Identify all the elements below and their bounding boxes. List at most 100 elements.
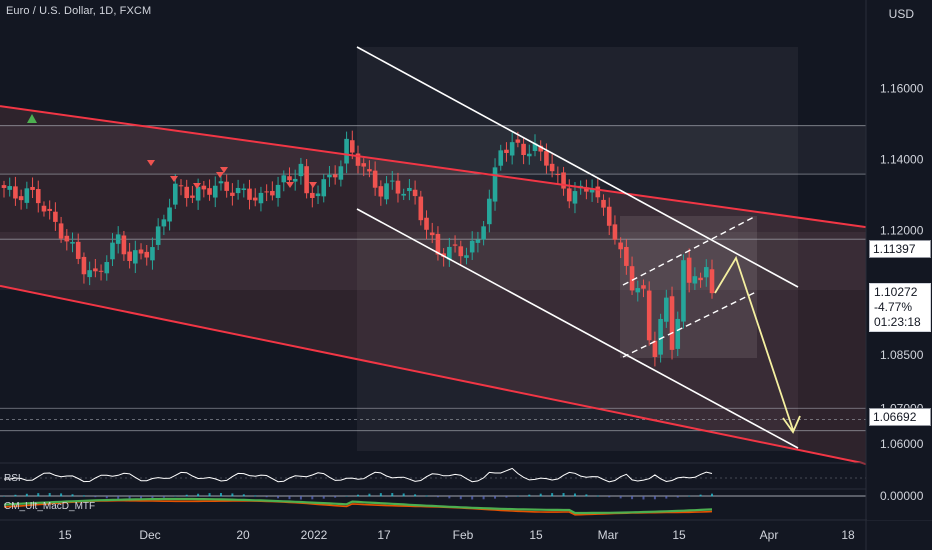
candle-body[interactable]	[549, 163, 555, 172]
candle-body[interactable]	[618, 242, 623, 250]
candle-body[interactable]	[81, 256, 87, 275]
candle-body[interactable]	[589, 189, 595, 193]
candle-body[interactable]	[641, 285, 646, 289]
candle-body[interactable]	[521, 143, 526, 156]
candle-body[interactable]	[544, 151, 549, 166]
candle-body[interactable]	[98, 270, 104, 272]
candle-body[interactable]	[332, 174, 338, 178]
candle-body[interactable]	[93, 268, 98, 272]
candle-body[interactable]	[355, 153, 361, 166]
candle-body[interactable]	[675, 318, 681, 349]
candle-body[interactable]	[13, 186, 18, 199]
candle-body[interactable]	[75, 241, 81, 259]
candle-body[interactable]	[378, 186, 384, 197]
candle-body[interactable]	[464, 255, 469, 258]
candle-body[interactable]	[686, 257, 692, 283]
candle-body[interactable]	[201, 185, 207, 190]
candle-body[interactable]	[281, 175, 287, 183]
candle-body[interactable]	[664, 297, 669, 322]
candle-body[interactable]	[270, 190, 275, 196]
candle-body[interactable]	[584, 187, 589, 192]
rsi-label[interactable]: RSI	[4, 473, 21, 484]
candle-body[interactable]	[70, 242, 75, 244]
candle-body[interactable]	[344, 138, 349, 164]
candle-body[interactable]	[452, 244, 458, 246]
candle-body[interactable]	[87, 270, 92, 278]
candle-body[interactable]	[247, 188, 252, 200]
candle-body[interactable]	[24, 188, 30, 203]
candle-body[interactable]	[498, 150, 504, 166]
candle-body[interactable]	[190, 195, 195, 198]
candle-body[interactable]	[658, 318, 663, 355]
candle-body[interactable]	[241, 188, 247, 190]
symbol-title[interactable]: Euro / U.S. Dollar, 1D, FXCM	[6, 5, 152, 17]
candle-body[interactable]	[538, 145, 544, 152]
candle-body[interactable]	[681, 260, 686, 322]
candle-body[interactable]	[469, 240, 475, 253]
candle-body[interactable]	[138, 249, 144, 254]
candle-body[interactable]	[555, 174, 561, 176]
candle-body[interactable]	[18, 196, 24, 201]
candle-body[interactable]	[407, 187, 412, 192]
candle-body[interactable]	[703, 267, 709, 278]
candle-body[interactable]	[184, 186, 190, 199]
red-channel-lower-line[interactable]	[0, 284, 867, 465]
wedge-lower-dashed-line[interactable]	[622, 291, 757, 358]
candle-body[interactable]	[127, 251, 132, 262]
candle-body[interactable]	[53, 211, 58, 222]
candle-body[interactable]	[321, 179, 327, 197]
candle-body[interactable]	[646, 290, 652, 341]
candle-body[interactable]	[7, 186, 13, 190]
candle-body[interactable]	[595, 186, 601, 198]
candle-body[interactable]	[35, 189, 41, 204]
candle-body[interactable]	[492, 167, 498, 202]
candle-body[interactable]	[412, 189, 418, 197]
rsi-line[interactable]	[3, 467, 713, 483]
candle-body[interactable]	[304, 166, 309, 194]
candle-body[interactable]	[401, 193, 406, 196]
wedge-upper-dashed-line[interactable]	[622, 215, 757, 286]
candle-body[interactable]	[1, 185, 7, 188]
candle-body[interactable]	[349, 140, 355, 153]
candle-body[interactable]	[372, 170, 378, 188]
candle-body[interactable]	[264, 191, 269, 193]
candle-body[interactable]	[698, 277, 703, 281]
candle-body[interactable]	[566, 188, 572, 202]
candle-body[interactable]	[327, 174, 332, 178]
candle-body[interactable]	[487, 198, 492, 225]
candle-body[interactable]	[635, 288, 641, 293]
candle-body[interactable]	[532, 143, 538, 151]
candle-body[interactable]	[509, 142, 515, 156]
candle-body[interactable]	[58, 223, 64, 239]
candle-body[interactable]	[389, 180, 395, 182]
candle-body[interactable]	[652, 340, 658, 357]
projection-path[interactable]	[714, 255, 794, 431]
candle-body[interactable]	[287, 176, 292, 181]
candle-body[interactable]	[624, 246, 629, 266]
candle-body[interactable]	[475, 239, 481, 243]
candle-body[interactable]	[361, 163, 367, 167]
candle-body[interactable]	[150, 247, 155, 261]
white-channel-lower-line[interactable]	[356, 208, 799, 449]
candle-body[interactable]	[47, 208, 52, 211]
candle-body[interactable]	[481, 226, 486, 240]
candle-body[interactable]	[64, 235, 70, 242]
candle-body[interactable]	[104, 262, 110, 274]
candle-body[interactable]	[275, 184, 281, 198]
candle-body[interactable]	[435, 233, 441, 255]
candle-body[interactable]	[218, 181, 224, 184]
candle-body[interactable]	[447, 246, 452, 260]
candle-body[interactable]	[601, 199, 606, 208]
red-channel-upper-line[interactable]	[0, 105, 867, 229]
candle-body[interactable]	[458, 246, 464, 257]
candle-body[interactable]	[252, 197, 258, 201]
candle-body[interactable]	[709, 269, 715, 294]
candle-body[interactable]	[167, 207, 172, 222]
candle-body[interactable]	[207, 188, 212, 195]
candle-body[interactable]	[41, 205, 47, 212]
candle-body[interactable]	[133, 250, 138, 264]
candle-body[interactable]	[230, 192, 235, 196]
candle-body[interactable]	[178, 185, 184, 187]
candle-body[interactable]	[338, 166, 344, 180]
